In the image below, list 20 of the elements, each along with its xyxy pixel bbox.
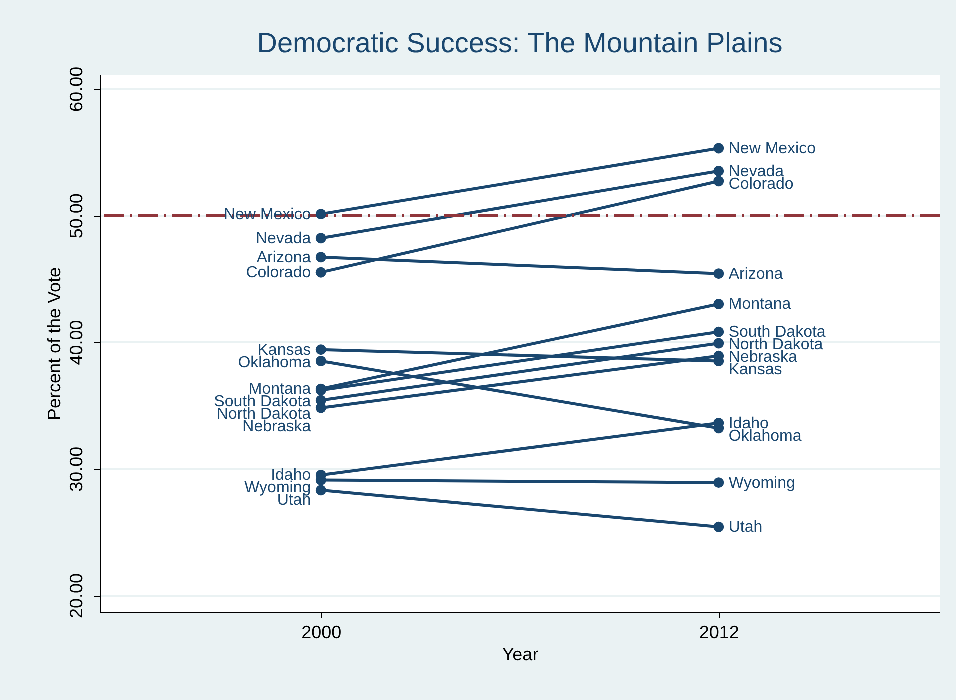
x-tick-label: 2000 (302, 622, 342, 642)
x-axis-title: Year (502, 644, 539, 664)
series-label: Montana (728, 296, 792, 314)
series-label: Colorado (246, 264, 312, 282)
text: Oklahoma (238, 354, 312, 372)
text: New Mexico (728, 140, 816, 158)
y-axis-title: Percent of the Vote (44, 267, 64, 421)
x-tick-label: 2012 (699, 622, 740, 642)
y-tick-label: 20.00 (66, 574, 86, 619)
text: Colorado (728, 176, 794, 193)
chart-title: Democratic Success: The Mountain Plains (257, 27, 783, 58)
series-label: Wyoming (728, 474, 796, 492)
y-tick-label: 30.00 (66, 446, 86, 492)
y-tick-label: 50.00 (66, 194, 86, 239)
series-label: Arizona (256, 249, 312, 266)
y-tick-label: 40.00 (66, 320, 86, 366)
series-label: Nevada (256, 230, 312, 248)
series-label: Utah (728, 519, 763, 536)
text: Arizona (728, 266, 784, 283)
y-tick-label: 60.00 (66, 66, 86, 112)
